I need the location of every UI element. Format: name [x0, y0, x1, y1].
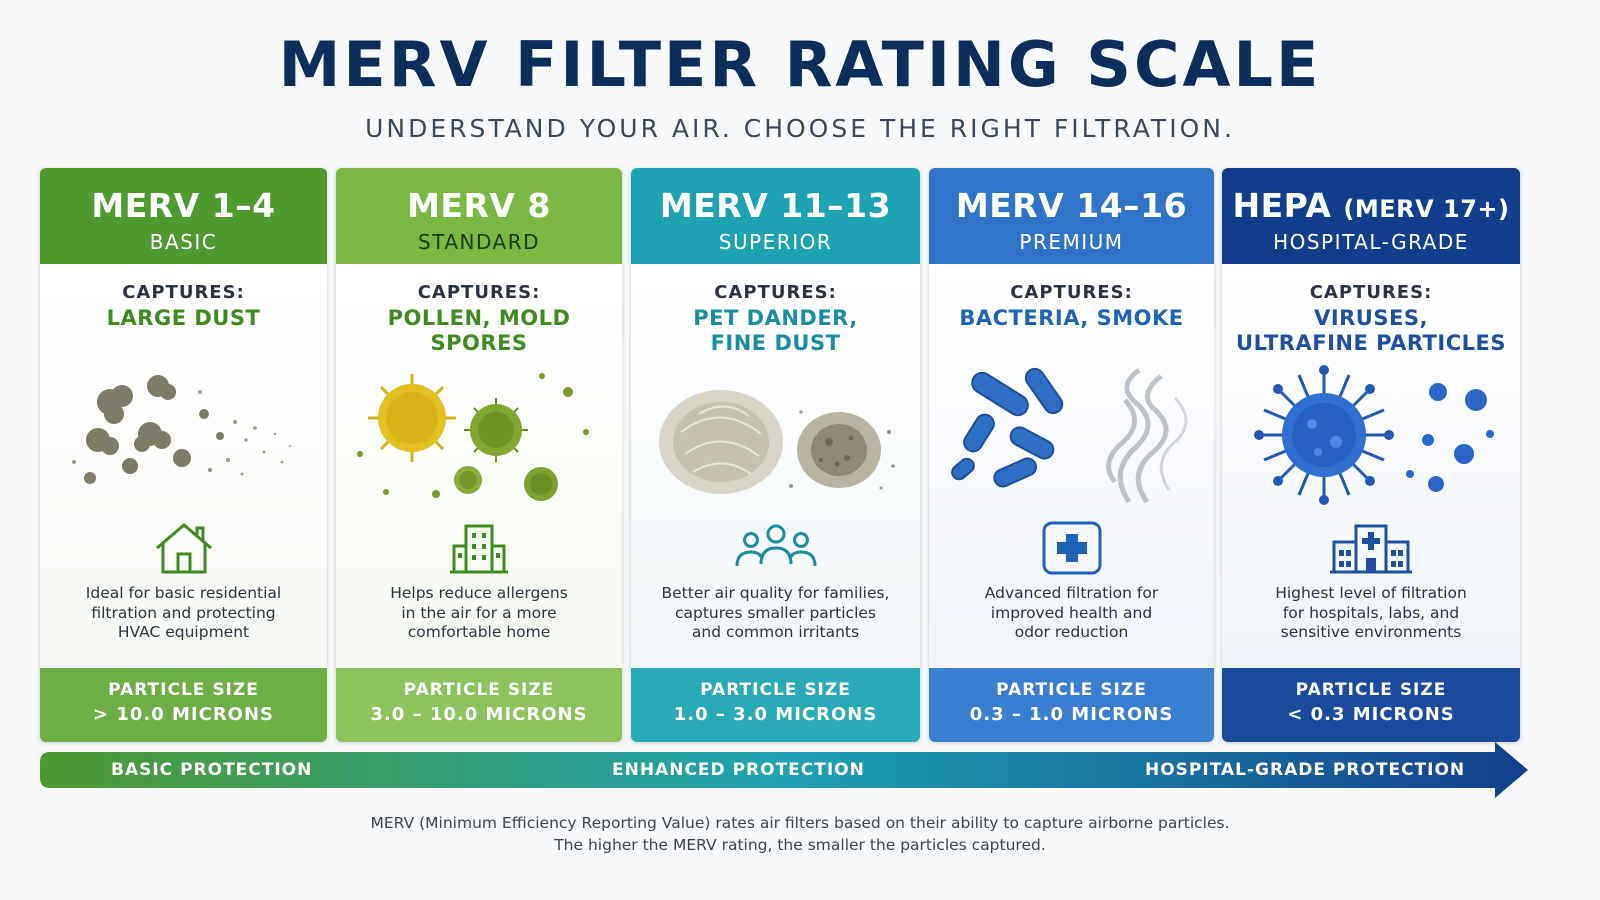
- pet-dander-fine-dust-illustration: [641, 362, 910, 512]
- particle-size-label: PARTICLE SIZE: [403, 680, 555, 700]
- particle-size-value: > 10.0 MICRONS: [92, 704, 275, 725]
- card-level: MERV 1–4: [91, 186, 276, 225]
- card-header: MERV 11–13 SUPERIOR: [631, 168, 920, 264]
- protection-scale-arrow: BASIC PROTECTION ENHANCED PROTECTION HOS…: [40, 740, 1530, 800]
- bacteria-smoke-illustration: [939, 362, 1204, 512]
- footnote-line-1: MERV (Minimum Efficiency Reporting Value…: [370, 814, 1230, 832]
- card-description: Ideal for basic residential filtration an…: [85, 584, 282, 641]
- card-level: MERV 11–13: [659, 186, 892, 225]
- card-merv-8: MERV 8 STANDARD CAPTURES: POLLEN, MOLD S…: [336, 168, 622, 742]
- card-description: Advanced filtration for improved health a…: [984, 584, 1159, 641]
- captures-label: CAPTURES:: [1309, 282, 1433, 303]
- captures-text: PET DANDER, FINE DUST: [693, 306, 858, 355]
- viruses-ultrafine-particles-illustration: [1232, 362, 1510, 512]
- card-header: MERV 14–16 PREMIUM: [929, 168, 1214, 264]
- card-tier: STANDARD: [417, 230, 541, 254]
- card-description: Highest level of filtration for hospitals…: [1275, 584, 1467, 641]
- family-icon: [631, 520, 920, 576]
- arrow-label-enhanced: ENHANCED PROTECTION: [612, 760, 865, 780]
- card-body: CAPTURES: VIRUSES, ULTRAFINE PARTICLES: [1222, 264, 1520, 668]
- particle-size-label: PARTICLE SIZE: [996, 680, 1147, 700]
- medical-cross-icon: [929, 520, 1214, 576]
- arrow-label-hospital-grade: HOSPITAL-GRADE PROTECTION: [1145, 760, 1466, 780]
- particle-size-label: PARTICLE SIZE: [700, 680, 851, 700]
- apartment-building-icon: [336, 520, 622, 576]
- hospital-icon: [1222, 520, 1520, 576]
- card-description: Better air quality for families, captures…: [661, 584, 890, 641]
- card-level: MERV 8: [407, 186, 551, 225]
- captures-label: CAPTURES:: [714, 282, 837, 303]
- large-dust-illustration: [50, 362, 317, 512]
- card-body: CAPTURES: PET DANDER, FINE DUST: [631, 264, 920, 668]
- card-body: CAPTURES: POLLEN, MOLD SPORES: [336, 264, 622, 668]
- particle-size-value: 0.3 – 1.0 MICRONS: [969, 704, 1174, 725]
- card-tier: SUPERIOR: [718, 230, 833, 254]
- captures-label: CAPTURES:: [417, 282, 541, 303]
- card-tier: BASIC: [149, 230, 218, 254]
- captures-text: LARGE DUST: [106, 306, 261, 330]
- card-description: Helps reduce allergens in the air for a m…: [390, 584, 568, 641]
- footnote-line-2: The higher the MERV rating, the smaller …: [554, 836, 1046, 854]
- captures-text: BACTERIA, SMOKE: [959, 306, 1184, 330]
- page-subtitle: UNDERSTAND YOUR AIR. CHOOSE THE RIGHT FI…: [365, 114, 1235, 143]
- particle-size-label: PARTICLE SIZE: [1295, 680, 1447, 700]
- card-level: HEPA (MERV 17+): [1232, 186, 1510, 225]
- particle-size-value: < 0.3 MICRONS: [1287, 704, 1455, 725]
- particle-size-panel: PARTICLE SIZE > 10.0 MICRONS: [40, 668, 327, 742]
- particle-size-panel: PARTICLE SIZE 1.0 – 3.0 MICRONS: [631, 668, 920, 742]
- arrow-graphic: [40, 742, 1528, 798]
- card-header: MERV 1–4 BASIC: [40, 168, 327, 264]
- particle-size-panel: PARTICLE SIZE 0.3 – 1.0 MICRONS: [929, 668, 1214, 742]
- card-level: MERV 14–16: [955, 186, 1188, 225]
- card-header: MERV 8 STANDARD: [336, 168, 622, 264]
- particle-size-value: 3.0 – 10.0 MICRONS: [370, 704, 588, 725]
- captures-label: CAPTURES:: [1010, 282, 1133, 303]
- particle-size-panel: PARTICLE SIZE < 0.3 MICRONS: [1222, 668, 1520, 742]
- card-body: CAPTURES: LARGE DUST: [40, 264, 327, 668]
- particle-size-value: 1.0 – 3.0 MICRONS: [673, 704, 878, 725]
- rating-cards: MERV 1–4 BASIC CAPTURES: LARGE DUST: [40, 168, 1556, 742]
- card-tier: HOSPITAL-GRADE: [1273, 230, 1469, 254]
- page-title: MERV FILTER RATING SCALE: [278, 28, 1322, 101]
- house-icon: [40, 520, 327, 576]
- particle-size-label: PARTICLE SIZE: [108, 680, 259, 700]
- card-tier: PREMIUM: [1019, 230, 1124, 254]
- captures-text: POLLEN, MOLD SPORES: [387, 306, 571, 355]
- card-hepa: HEPA (MERV 17+) HOSPITAL-GRADE CAPTURES:…: [1222, 168, 1520, 742]
- pollen-mold-spores-illustration: [346, 362, 612, 512]
- card-merv-1-4: MERV 1–4 BASIC CAPTURES: LARGE DUST: [40, 168, 327, 742]
- particle-size-panel: PARTICLE SIZE 3.0 – 10.0 MICRONS: [336, 668, 622, 742]
- card-header: HEPA (MERV 17+) HOSPITAL-GRADE: [1222, 168, 1520, 264]
- card-merv-11-13: MERV 11–13 SUPERIOR CAPTURES: PET DANDER…: [631, 168, 920, 742]
- captures-label: CAPTURES:: [122, 282, 245, 303]
- card-merv-14-16: MERV 14–16 PREMIUM CAPTURES: BACTERIA, S…: [929, 168, 1214, 742]
- arrow-label-basic: BASIC PROTECTION: [111, 760, 313, 780]
- captures-text: VIRUSES, ULTRAFINE PARTICLES: [1236, 306, 1506, 355]
- card-body: CAPTURES: BACTERIA, SMOKE: [929, 264, 1214, 668]
